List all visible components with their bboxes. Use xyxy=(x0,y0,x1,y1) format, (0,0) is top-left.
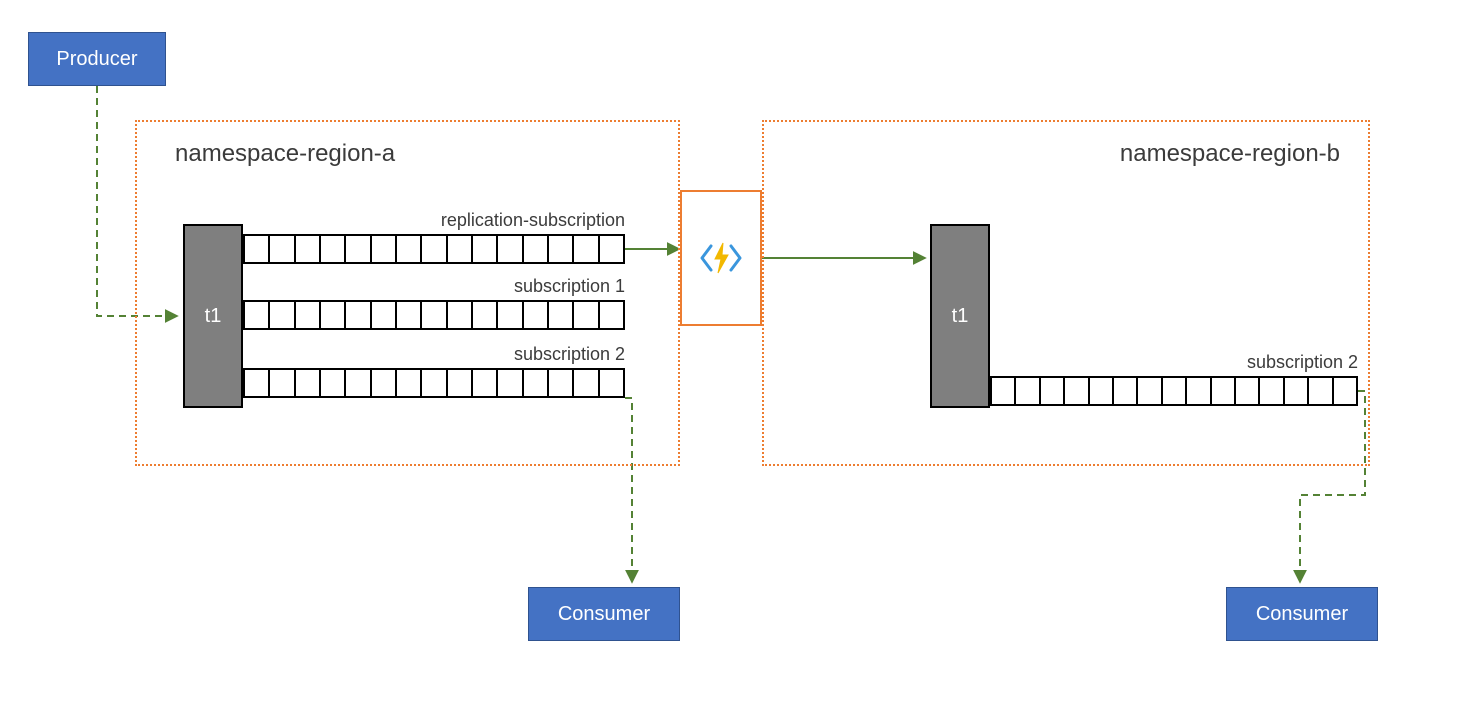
consumer-b-label: Consumer xyxy=(1256,603,1348,626)
consumer-a-label: Consumer xyxy=(558,603,650,626)
producer-label: Producer xyxy=(56,48,137,71)
namespace-b-title: namespace-region-b xyxy=(1120,140,1340,168)
topic-a-label: t1 xyxy=(205,305,222,328)
sub-a3-queue xyxy=(243,368,625,398)
azure-function-icon xyxy=(698,235,744,281)
sub-b1-queue xyxy=(990,376,1358,406)
producer-node: Producer xyxy=(28,32,166,86)
topic-a: t1 xyxy=(183,224,243,408)
sub-a1-queue xyxy=(243,234,625,264)
namespace-region-b xyxy=(762,120,1370,466)
topic-b: t1 xyxy=(930,224,990,408)
consumer-a-node: Consumer xyxy=(528,587,680,641)
sub-a3-label: subscription 2 xyxy=(243,344,625,365)
topic-b-label: t1 xyxy=(952,305,969,328)
sub-b1-label: subscription 2 xyxy=(990,352,1358,373)
sub-a2-queue xyxy=(243,300,625,330)
sub-a1-label: replication-subscription xyxy=(243,210,625,231)
consumer-b-node: Consumer xyxy=(1226,587,1378,641)
namespace-a-title: namespace-region-a xyxy=(175,140,395,168)
sub-a2-label: subscription 1 xyxy=(243,276,625,297)
azure-function-node xyxy=(680,190,762,326)
